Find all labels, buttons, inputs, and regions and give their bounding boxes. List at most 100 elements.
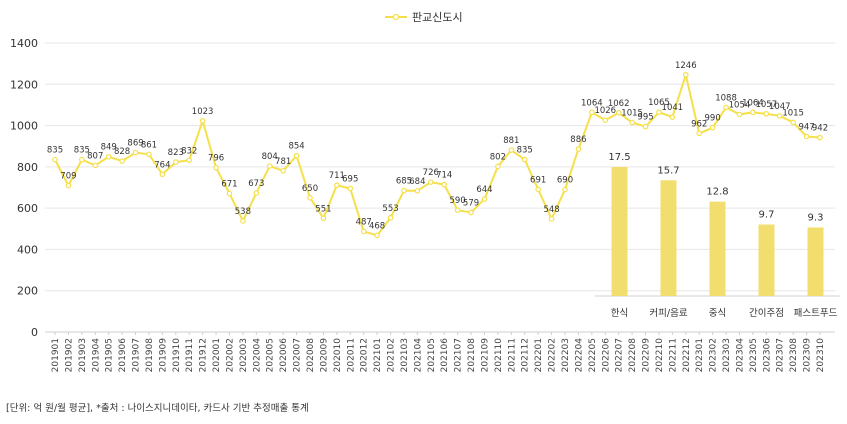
- data-point: [52, 156, 58, 163]
- data-point: [562, 186, 568, 193]
- data-point: [750, 109, 756, 116]
- data-point: [817, 134, 823, 141]
- x-tick-label: 202205: [588, 338, 598, 372]
- data-point: [763, 111, 770, 117]
- data-point: [65, 182, 72, 189]
- bar: [660, 180, 677, 296]
- data-label: 671: [221, 179, 237, 189]
- data-label: 832: [181, 146, 197, 156]
- x-tick-label: 201912: [199, 338, 209, 372]
- data-point: [119, 158, 125, 164]
- x-tick-label: 201905: [105, 338, 115, 372]
- data-point: [723, 104, 729, 111]
- data-point: [642, 123, 649, 130]
- x-tick-label: 201910: [172, 338, 182, 373]
- x-tick-label: 201902: [64, 338, 74, 372]
- y-axis: 0 200 400 600 800 1000 1200 1400: [10, 37, 38, 339]
- data-label: 1064: [581, 98, 603, 108]
- x-tick-label: 202305: [749, 338, 759, 372]
- data-label: 579: [463, 198, 479, 208]
- data-label: 942: [812, 124, 828, 134]
- data-point: [387, 215, 394, 221]
- bar-category-label: 간이주점: [749, 307, 784, 319]
- x-tick-label: 201904: [91, 338, 101, 373]
- x-tick-label: 202003: [239, 338, 249, 372]
- data-labels: 8357098358078498288698617648238321023796…: [47, 61, 828, 232]
- data-label: 690: [557, 176, 573, 186]
- data-point: [629, 119, 635, 126]
- data-point: [589, 109, 595, 116]
- data-label: 548: [543, 205, 559, 215]
- data-label: 861: [141, 140, 157, 150]
- data-point: [481, 196, 488, 202]
- x-tick-label: 202209: [642, 338, 652, 373]
- data-point: [92, 162, 99, 169]
- bar-value-label: 9.3: [808, 212, 824, 223]
- data-point: [468, 209, 474, 216]
- data-point: [548, 216, 555, 222]
- data-label: 804: [262, 152, 278, 162]
- data-label: 835: [74, 146, 90, 156]
- x-tick-label: 202302: [709, 338, 719, 372]
- x-tick-label: 202101: [373, 338, 383, 372]
- x-tick-label: 202307: [776, 338, 786, 372]
- data-point: [79, 156, 85, 163]
- data-label: 691: [530, 175, 546, 185]
- bar: [709, 201, 726, 296]
- bar-category-label: 중식: [709, 308, 726, 319]
- data-label: 685: [396, 177, 412, 187]
- series-line: [54, 70, 821, 237]
- data-point: [240, 218, 246, 224]
- bar-value-label: 17.5: [608, 152, 630, 163]
- y-tick-label: 600: [17, 202, 38, 215]
- data-label: 990: [705, 114, 721, 124]
- x-tick-label: 202105: [427, 338, 437, 372]
- x-tick-label: 202204: [574, 338, 584, 373]
- data-label: 650: [302, 184, 318, 194]
- x-tick-label: 202111: [507, 338, 517, 372]
- x-tick-label: 202005: [266, 338, 276, 372]
- x-tick-label: 202201: [534, 338, 544, 372]
- data-label: 835: [47, 146, 63, 156]
- data-label: 869: [127, 139, 143, 149]
- x-tick-label: 202308: [789, 338, 799, 373]
- data-label: 709: [60, 172, 76, 182]
- x-tick-label: 202010: [333, 338, 343, 373]
- data-point: [159, 171, 166, 178]
- x-tick-label: 202104: [413, 338, 423, 373]
- data-label: 1041: [662, 103, 684, 113]
- x-tick-label: 201911: [185, 338, 195, 372]
- legend-label: 판교신도시: [412, 11, 463, 24]
- data-point: [615, 109, 622, 116]
- x-axis: 201901 201902 201903 201904 201905 201906 2019…: [51, 332, 826, 372]
- data-label: 487: [356, 217, 372, 227]
- x-tick-label: 202207: [615, 338, 625, 372]
- x-tick-label: 202306: [762, 338, 772, 373]
- data-point: [696, 130, 703, 137]
- x-tick-label: 202001: [212, 338, 222, 372]
- x-tick-label: 202208: [628, 338, 638, 373]
- data-label: 962: [691, 119, 707, 129]
- data-label: 796: [208, 154, 224, 164]
- data-point: [266, 163, 273, 169]
- y-tick-label: 1000: [10, 120, 38, 133]
- data-label: 684: [409, 177, 425, 187]
- data-point: [105, 153, 112, 160]
- x-tick-label: 201907: [132, 338, 142, 372]
- x-tick-label: 202301: [695, 338, 705, 372]
- data-point: [347, 185, 354, 192]
- data-label: 835: [517, 146, 533, 156]
- data-point: [736, 111, 743, 118]
- data-label: 849: [101, 143, 117, 153]
- data-point: [776, 113, 783, 119]
- data-point: [213, 164, 219, 171]
- x-tick-label: 202102: [387, 338, 397, 372]
- x-tick-label: 202012: [360, 338, 370, 372]
- legend-swatch-marker: [392, 13, 400, 21]
- data-point: [427, 179, 434, 185]
- data-label: 854: [288, 142, 304, 152]
- x-tick-label: 201906: [118, 338, 128, 373]
- bar: [807, 227, 824, 296]
- data-label: 553: [382, 204, 398, 214]
